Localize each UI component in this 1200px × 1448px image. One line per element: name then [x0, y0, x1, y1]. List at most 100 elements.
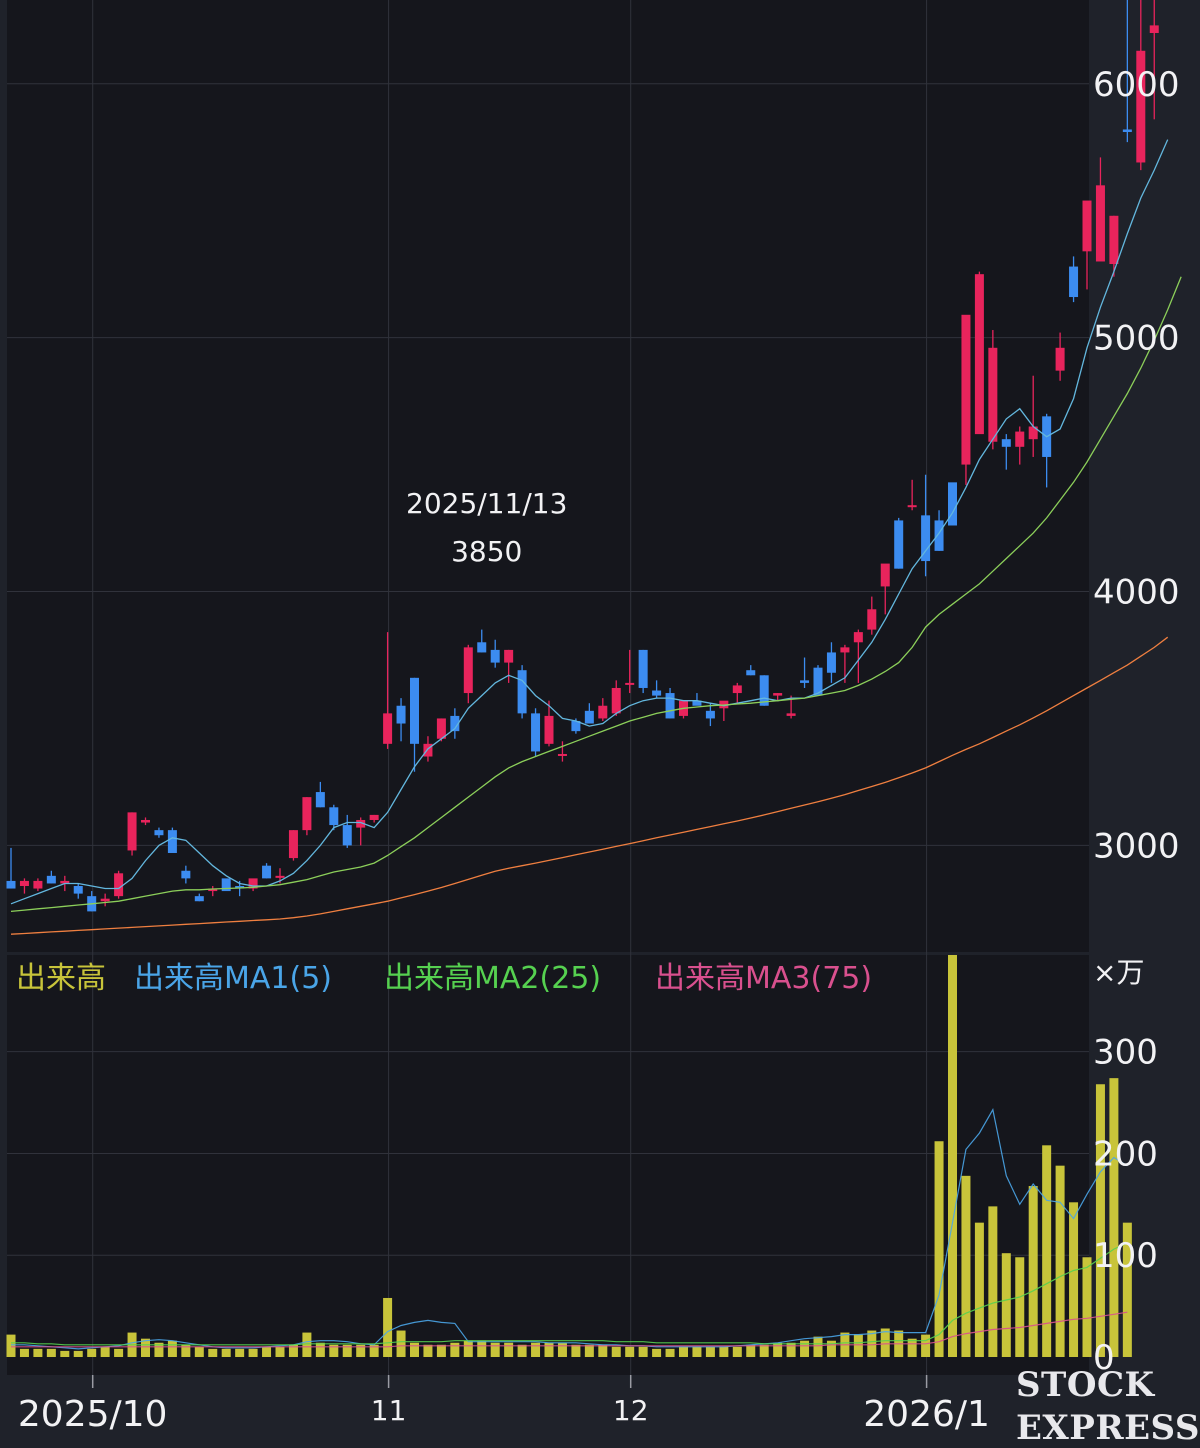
candle-body-down — [934, 520, 944, 551]
candle-body-up — [504, 649, 514, 663]
volume-bar — [719, 1346, 729, 1357]
candlestick-series — [6, 0, 1159, 912]
candle-body-down — [813, 667, 823, 696]
volume-ma-line — [11, 1311, 1128, 1348]
volume-bar — [423, 1344, 433, 1357]
volume-bar — [961, 1175, 971, 1357]
candle-body-down — [692, 700, 702, 706]
brand-logo-line1: STOCK — [1016, 1365, 1155, 1405]
volume-bar — [517, 1344, 527, 1357]
candle-body-down — [410, 677, 419, 744]
candle-body-up — [1149, 25, 1159, 34]
volume-bar — [46, 1348, 56, 1357]
volume-bar — [477, 1340, 487, 1357]
price-tick-label: 3000 — [1093, 826, 1180, 866]
volume-bar — [571, 1344, 581, 1357]
candle-body-up — [1028, 426, 1038, 440]
candle-body-down — [73, 885, 83, 894]
candle-body-down — [571, 720, 581, 732]
date-tick-label: 2025/10 — [18, 1394, 168, 1435]
candle-body-down — [181, 870, 191, 879]
volume-bar — [302, 1332, 312, 1357]
candle-body-down — [167, 830, 177, 853]
candle-body-down — [921, 515, 931, 562]
annotation-date: 2025/11/13 — [406, 487, 567, 520]
candle-body-up — [625, 682, 635, 685]
candle-body-up — [840, 647, 850, 653]
date-tick-label: 12 — [613, 1394, 649, 1427]
candle-body-down — [531, 713, 541, 752]
candle-body-down — [6, 880, 16, 889]
date-tick-label: 2026/1 — [863, 1394, 990, 1435]
candle-body-down — [46, 875, 56, 884]
candle-body-up — [275, 875, 285, 878]
candle-body-up — [557, 753, 567, 756]
volume-bar — [396, 1330, 406, 1357]
candle-body-up — [356, 819, 366, 828]
volume-unit-label: ×万 — [1093, 956, 1144, 989]
candle-body-down — [894, 520, 904, 569]
candle-body-up — [786, 713, 796, 716]
price-tick-label: 4000 — [1093, 573, 1180, 613]
volume-bar — [813, 1336, 823, 1357]
volume-bar — [786, 1342, 796, 1357]
volume-bar — [974, 1222, 984, 1357]
volume-bar — [773, 1342, 783, 1357]
volume-moving-averages — [11, 1108, 1128, 1350]
volume-tick-label: 100 — [1093, 1236, 1158, 1276]
volume-bar — [1055, 1165, 1065, 1357]
candle-body-down — [396, 705, 406, 724]
volume-bar — [1001, 1253, 1011, 1357]
volume-bar — [948, 955, 957, 1357]
volume-bar — [544, 1342, 554, 1357]
volume-bar — [921, 1334, 931, 1357]
volume-bar — [746, 1344, 756, 1357]
volume-bar — [315, 1342, 325, 1357]
volume-bar — [732, 1346, 742, 1357]
candle-body-up — [853, 632, 863, 643]
candle-body-up — [611, 687, 621, 714]
volume-bar — [800, 1340, 810, 1357]
volume-bar — [436, 1344, 446, 1357]
candle-body-up — [773, 693, 783, 696]
volume-bar — [988, 1206, 998, 1357]
volume-bar — [329, 1344, 339, 1357]
volume-bar — [1095, 1084, 1105, 1357]
volume-bar — [6, 1334, 16, 1357]
candle-body-up — [33, 880, 43, 889]
volume-bar — [490, 1342, 500, 1357]
legend-entry: 出来高MA2(25) — [384, 961, 601, 996]
volume-bar — [611, 1346, 621, 1357]
volume-bar — [1015, 1257, 1025, 1357]
volume-bar — [248, 1348, 258, 1357]
candle-body-down — [948, 482, 957, 526]
candle-body-down — [1001, 439, 1011, 447]
candle-body-up — [732, 685, 742, 694]
volume-bar-series — [6, 955, 1132, 1357]
candle-body-up — [100, 898, 110, 902]
volume-bar — [598, 1344, 608, 1357]
volume-bar — [880, 1328, 890, 1357]
volume-bar — [288, 1344, 298, 1357]
candle-body-down — [315, 792, 325, 808]
volume-bar — [19, 1348, 29, 1357]
volume-bar — [679, 1346, 688, 1357]
volume-tick-label: 200 — [1093, 1134, 1158, 1174]
candle-body-down — [826, 652, 836, 673]
price-panel-background — [7, 0, 1089, 952]
candle-body-up — [369, 814, 379, 820]
candle-body-down — [665, 693, 675, 719]
candle-body-down — [705, 710, 715, 719]
volume-bar — [584, 1344, 594, 1357]
candle-body-down — [584, 710, 594, 724]
legend-entry: 出来高MA1(5) — [134, 961, 332, 996]
candle-body-down — [342, 825, 352, 846]
candle-body-up — [1136, 50, 1146, 163]
volume-bar — [275, 1346, 285, 1357]
volume-bar — [692, 1346, 702, 1357]
volume-bar — [1109, 1078, 1119, 1357]
candle-body-down — [638, 649, 648, 688]
candle-body-up — [302, 797, 312, 831]
candle-body-up — [988, 347, 998, 442]
